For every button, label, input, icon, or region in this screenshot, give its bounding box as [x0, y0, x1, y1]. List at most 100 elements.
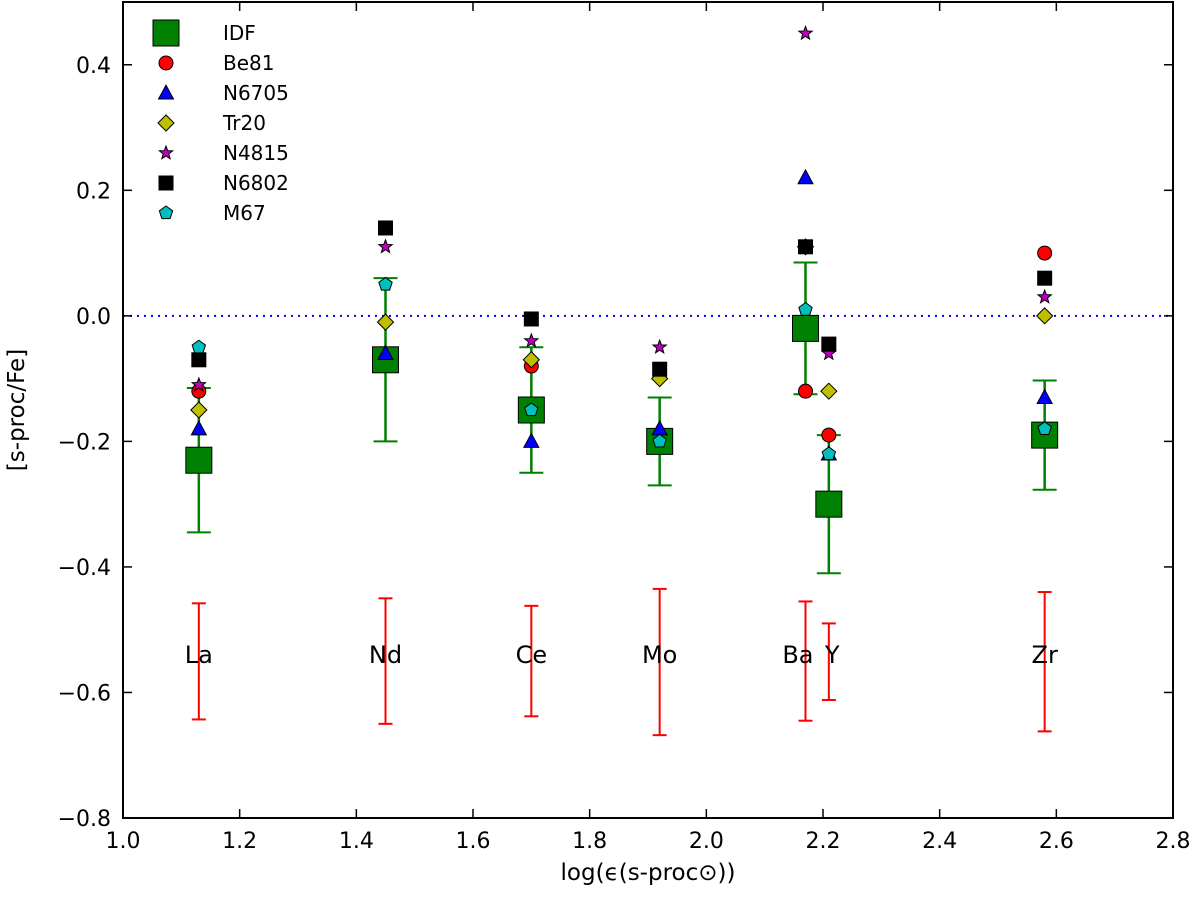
x-tick-label: 1.4 [339, 829, 374, 854]
red-error-bar [798, 600, 813, 722]
n6802-point [523, 311, 539, 327]
x-tick-label: 2.6 [1039, 829, 1074, 854]
x-axis-ticks: 1.0 1.2 1.4 1.6 1.8 2.0 2.2 2.4 2.6 2.8 [106, 2, 1191, 854]
x-tick-label: 2.8 [1156, 829, 1191, 854]
n6705-point [797, 168, 814, 185]
legend-marker-n6802 [158, 175, 174, 191]
tr20-point [820, 382, 838, 400]
tr20-point [522, 351, 541, 369]
n4815-point [1036, 288, 1053, 304]
plot-frame [122, 1, 1174, 819]
m67-point [191, 339, 207, 354]
x-tick-label: 2.2 [806, 829, 841, 854]
red-error-bar [378, 597, 393, 725]
n6705-point [190, 419, 208, 436]
y-tick-label: 0.4 [76, 54, 111, 79]
legend-label: N4815 [223, 141, 289, 165]
legend-marker-m67 [158, 205, 174, 220]
legend-label: Be81 [223, 51, 274, 75]
legend-item-idf: IDF [152, 19, 256, 47]
tr20-point [376, 313, 395, 331]
element-labels: La Nd Ce Mo Ba Y Zr [185, 641, 1058, 669]
x-tick-label: 1.2 [222, 829, 257, 854]
legend-marker-tr20 [157, 114, 175, 132]
element-label-ce: Ce [516, 641, 548, 669]
n4815-point [797, 24, 814, 41]
y-tick-label: −0.2 [58, 430, 111, 455]
x-tick-label: 1.6 [456, 829, 491, 854]
n6802-point [798, 239, 813, 255]
red-error-bar [191, 602, 206, 721]
legend-marker-n4815 [157, 144, 175, 160]
series-n6802 [191, 220, 1053, 377]
y-tick-label: 0.0 [76, 305, 111, 330]
element-label-la: La [185, 641, 213, 669]
n6802-point [652, 361, 668, 377]
n4815-point [523, 332, 540, 348]
legend-item-tr20: Tr20 [157, 111, 266, 135]
x-tick-label: 2.4 [922, 829, 957, 854]
n6802-point [191, 352, 207, 368]
y-axis-ticks: −0.8 −0.6 −0.4 −0.2 0.0 0.2 0.4 [58, 54, 1173, 832]
n6705-point [377, 344, 394, 361]
legend: IDF Be81 N6705 Tr20 N4815 N6802 M67 [152, 19, 289, 225]
element-label-zr: Zr [1032, 641, 1058, 669]
legend-label: N6802 [223, 171, 289, 195]
m67-point [378, 276, 393, 291]
y-tick-label: 0.2 [76, 179, 111, 204]
n4815-point [190, 376, 207, 392]
legend-marker-be81 [158, 55, 174, 71]
legend-item-n4815: N4815 [157, 141, 289, 165]
y-tick-label: −0.4 [58, 556, 111, 581]
element-label-mo: Mo [642, 641, 677, 669]
red-error-bars [191, 587, 1052, 737]
element-label-nd: Nd [369, 641, 402, 669]
y-tick-label: −0.6 [58, 681, 111, 706]
n6802-point [378, 220, 393, 236]
n6705-point [522, 432, 540, 448]
be81-point [798, 383, 813, 399]
n6802-point [1037, 270, 1053, 286]
legend-label: IDF [223, 21, 256, 45]
series-m67 [191, 276, 1052, 461]
x-tick-label: 2.0 [689, 829, 724, 854]
x-axis-label: log(ϵ(s-proc⊙)) [561, 860, 736, 886]
legend-marker-n6705 [157, 84, 175, 100]
legend-item-n6705: N6705 [157, 81, 289, 105]
element-label-y: Y [824, 641, 840, 669]
y-axis-label: [s-proc/Fe] [4, 349, 30, 471]
red-error-bar [652, 587, 667, 737]
m67-point [1037, 421, 1052, 435]
n6705-point [1036, 388, 1054, 404]
m67-point [652, 433, 667, 448]
red-error-bar [1037, 591, 1052, 733]
x-tick-label: 1.0 [106, 829, 141, 854]
legend-item-n6802: N6802 [158, 171, 289, 195]
red-error-bar [524, 604, 539, 718]
m67-point [821, 446, 837, 461]
legend-item-be81: Be81 [158, 51, 274, 75]
tr20-point [1035, 307, 1054, 325]
m67-point [524, 402, 539, 417]
legend-label: M67 [223, 201, 266, 225]
n4815-point [651, 338, 668, 355]
legend-marker-idf [152, 19, 180, 47]
data-markers [185, 24, 1059, 518]
idf-point [792, 314, 819, 342]
legend-item-m67: M67 [158, 201, 266, 225]
m67-point [798, 301, 813, 316]
element-label-ba: Ba [782, 641, 813, 669]
x-tick-label: 1.8 [572, 829, 607, 854]
idf-point [815, 490, 843, 518]
be81-point [1037, 245, 1053, 261]
y-tick-label: −0.8 [58, 807, 111, 832]
legend-label: N6705 [223, 81, 289, 105]
red-error-bar [821, 622, 836, 701]
legend-label: Tr20 [222, 111, 266, 135]
n6802-point [821, 336, 837, 352]
idf-point [185, 446, 213, 474]
tr20-point [190, 401, 208, 419]
be81-point [821, 427, 837, 443]
